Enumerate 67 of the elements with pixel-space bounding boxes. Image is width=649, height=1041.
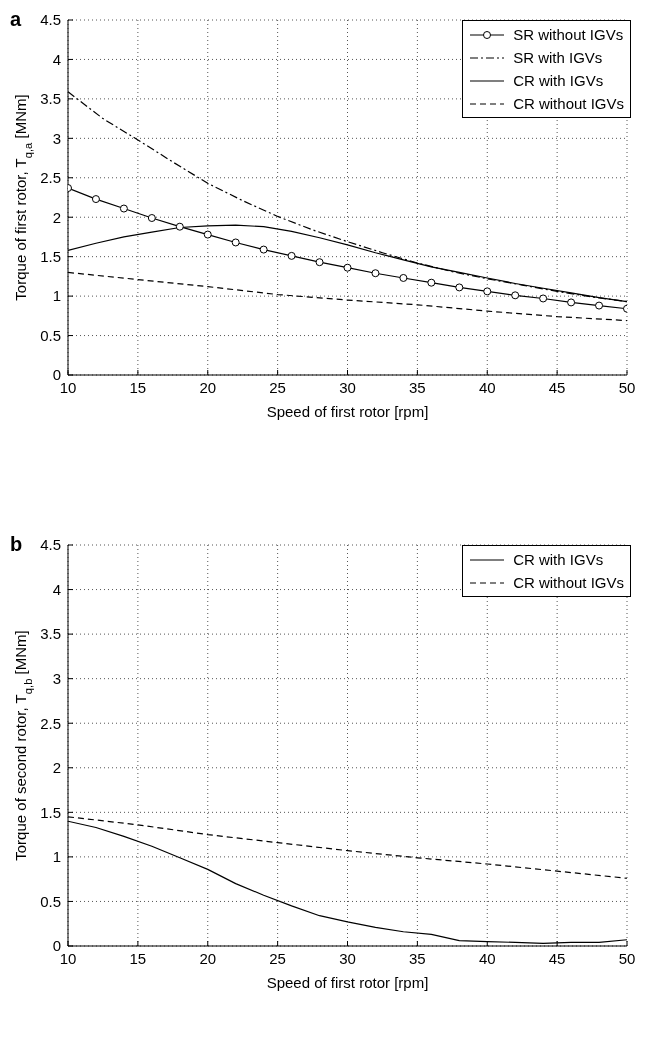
y-tick-label: 2.5 — [40, 714, 61, 732]
y-tick-label: 3.5 — [40, 625, 61, 643]
y-tick-label: 3 — [52, 129, 61, 147]
point — [483, 287, 492, 296]
x-tick-label: 20 — [199, 378, 217, 396]
y-tick-label: 4 — [52, 580, 61, 598]
point — [287, 251, 296, 260]
point — [147, 214, 156, 223]
legend-label: CR with IGVs — [513, 551, 604, 568]
y-tick-label: 4.5 — [40, 536, 61, 554]
x-tick-label: 50 — [618, 949, 636, 967]
y-tick-label: 1.5 — [40, 247, 61, 265]
y-tick-label: 2 — [52, 208, 61, 226]
x-tick-label: 10 — [59, 378, 77, 396]
legend-label: SR with IGVs — [513, 49, 603, 66]
point — [119, 204, 128, 213]
point — [455, 283, 464, 292]
point — [343, 263, 352, 272]
x-tick-label: 40 — [478, 949, 496, 967]
x-tick-label: 30 — [339, 378, 356, 396]
y-tick-label: 1 — [52, 287, 61, 305]
point — [259, 245, 268, 254]
y-tick-label: 0.5 — [40, 892, 61, 910]
point — [175, 222, 184, 231]
x-tick-label: 35 — [409, 949, 426, 967]
x-tick-label: 45 — [548, 949, 566, 967]
point — [427, 278, 436, 287]
y-tick-label: 4 — [52, 50, 61, 68]
x-tick-label: 25 — [269, 378, 286, 396]
x-tick-label: 50 — [618, 378, 636, 396]
y-tick-label: 0 — [52, 366, 61, 384]
point — [91, 195, 100, 204]
y-tick-label: 1 — [52, 848, 61, 866]
point — [595, 301, 604, 310]
x-tick-label: 30 — [339, 949, 356, 967]
x-tick-label: 15 — [129, 949, 147, 967]
legend-label: CR with IGVs — [513, 72, 604, 89]
y-tick-label: 0.5 — [40, 326, 61, 344]
x-axis-title: Speed of first rotor [rpm] — [266, 974, 429, 991]
y-tick-label: 2.5 — [40, 169, 61, 187]
chart-title: b — [10, 533, 23, 556]
x-tick-label: 25 — [269, 949, 286, 967]
point — [371, 269, 380, 278]
x-tick-label: 45 — [548, 378, 566, 396]
point — [315, 258, 324, 267]
point — [539, 294, 548, 303]
x-tick-label: 15 — [129, 378, 147, 396]
x-tick-label: 40 — [478, 378, 496, 396]
legend-label: SR without IGVs — [513, 26, 624, 43]
y-tick-label: 1.5 — [40, 803, 61, 821]
point — [231, 238, 240, 247]
y-tick-label: 2 — [52, 759, 61, 777]
x-tick-label: 10 — [59, 949, 77, 967]
x-axis-title: Speed of first rotor [rpm] — [266, 403, 429, 420]
y-tick-label: 4.5 — [40, 11, 61, 29]
legend-label: CR without IGVs — [513, 95, 624, 112]
x-tick-label: 20 — [199, 949, 217, 967]
point — [567, 298, 576, 307]
legend-label: CR without IGVs — [513, 574, 624, 591]
chart-title: a — [10, 8, 22, 31]
y-tick-label: 0 — [52, 937, 61, 955]
point — [203, 230, 212, 239]
point — [399, 273, 408, 282]
y-tick-label: 3.5 — [40, 90, 61, 108]
point — [511, 291, 520, 300]
y-tick-label: 3 — [52, 669, 61, 687]
x-tick-label: 35 — [409, 378, 426, 396]
